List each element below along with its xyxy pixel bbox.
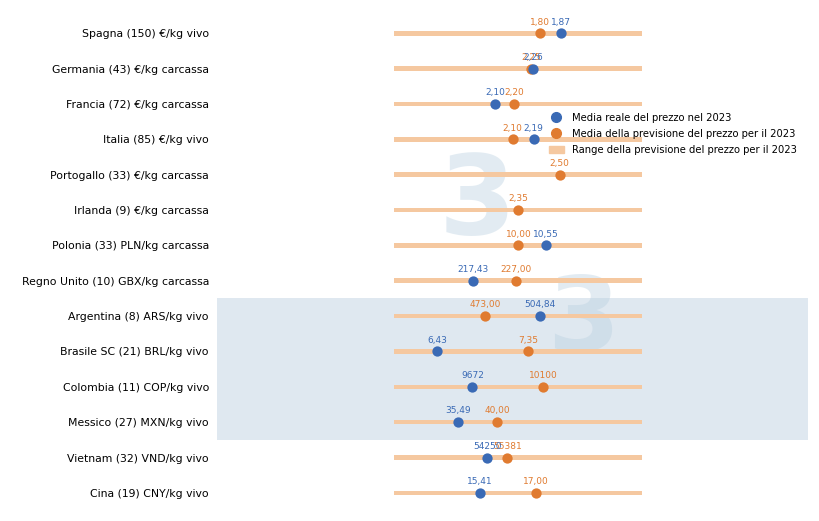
Point (451, 418, 464, 426)
Text: 10,00: 10,00 (505, 230, 531, 239)
Text: 3: 3 (438, 150, 515, 257)
Bar (394, 279, 641, 283)
Bar (394, 31, 641, 35)
Point (466, 277, 479, 285)
Point (536, 382, 549, 391)
Point (465, 382, 478, 391)
Point (430, 348, 443, 356)
Text: 55381: 55381 (492, 442, 521, 451)
Bar (394, 102, 641, 106)
Text: 2,25: 2,25 (520, 53, 540, 62)
Bar (394, 455, 641, 460)
Point (523, 65, 536, 73)
Point (480, 453, 493, 462)
Text: 2,50: 2,50 (549, 159, 569, 168)
Point (554, 29, 567, 38)
Bar (394, 420, 641, 425)
Text: 2,10: 2,10 (485, 88, 505, 97)
Text: 2,19: 2,19 (523, 123, 543, 133)
Point (532, 312, 545, 320)
Text: 2,35: 2,35 (508, 194, 527, 203)
Text: 7,35: 7,35 (518, 336, 537, 345)
Point (553, 170, 566, 179)
Point (473, 489, 486, 497)
Point (527, 135, 540, 144)
Text: 17,00: 17,00 (523, 477, 549, 486)
Bar (394, 208, 641, 213)
Point (526, 65, 539, 73)
Bar (394, 243, 641, 247)
Text: 10100: 10100 (528, 371, 557, 380)
Bar (394, 137, 641, 142)
Point (490, 418, 503, 426)
Point (511, 206, 524, 214)
Point (529, 489, 542, 497)
Text: 2,26: 2,26 (523, 53, 542, 62)
Point (521, 348, 534, 356)
Text: 1,80: 1,80 (530, 18, 550, 27)
Point (511, 241, 524, 250)
Text: 9672: 9672 (460, 371, 483, 380)
Point (505, 135, 518, 144)
Bar (217, 299, 807, 440)
Text: 6,43: 6,43 (427, 336, 446, 345)
Point (507, 100, 520, 108)
Point (488, 100, 501, 108)
Bar (394, 314, 641, 318)
Text: 227,00: 227,00 (500, 265, 532, 274)
Point (533, 29, 546, 38)
Text: 1,87: 1,87 (550, 18, 570, 27)
Bar (394, 66, 641, 71)
Bar (394, 384, 641, 389)
Text: 2,20: 2,20 (504, 88, 523, 97)
Text: 10,55: 10,55 (532, 230, 558, 239)
Text: 35,49: 35,49 (445, 406, 471, 415)
Point (500, 453, 514, 462)
Text: 473,00: 473,00 (468, 301, 500, 309)
Bar (394, 349, 641, 354)
Bar (394, 491, 641, 495)
Text: 54250: 54250 (473, 442, 501, 451)
Text: 217,43: 217,43 (457, 265, 488, 274)
Text: 3: 3 (546, 272, 619, 373)
Point (538, 241, 551, 250)
Legend: Media reale del prezzo nel 2023, Media della previsione del prezzo per il 2023, : Media reale del prezzo nel 2023, Media d… (545, 110, 799, 158)
Text: 2,10: 2,10 (502, 123, 522, 133)
Bar (394, 172, 641, 177)
Point (509, 277, 522, 285)
Text: 40,00: 40,00 (484, 406, 509, 415)
Point (478, 312, 491, 320)
Text: 15,41: 15,41 (466, 477, 492, 486)
Text: 504,84: 504,84 (523, 301, 554, 309)
